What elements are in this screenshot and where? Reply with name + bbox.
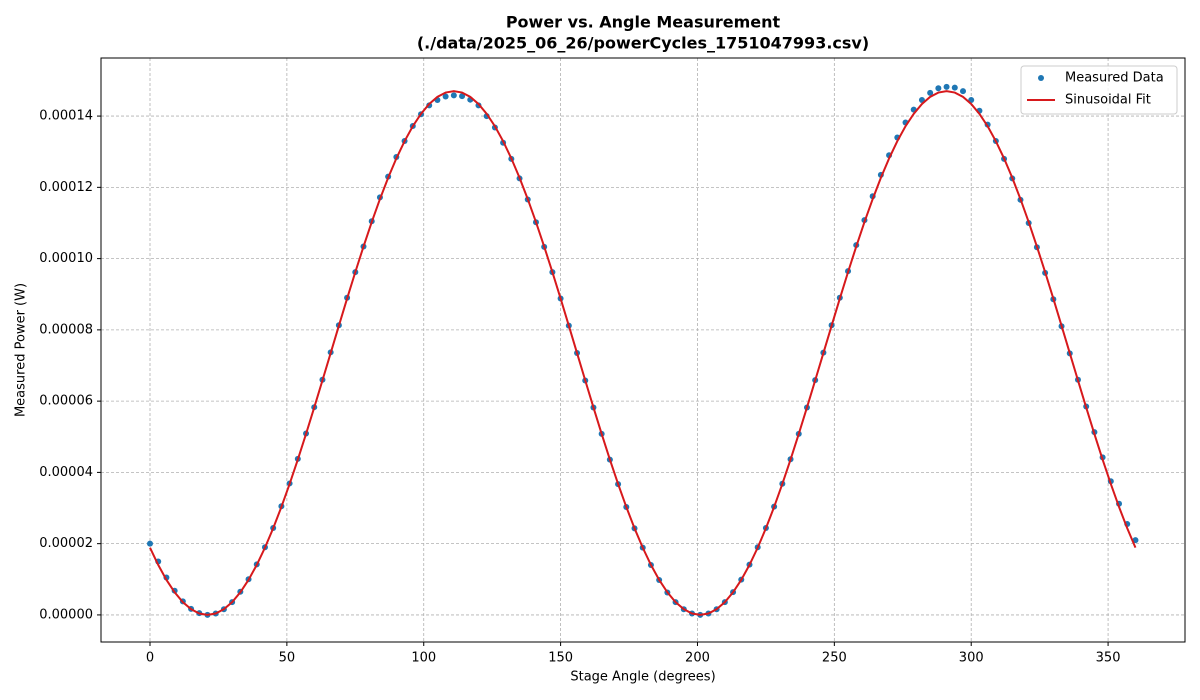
data-point — [959, 88, 966, 95]
y-tick-label: 0.00012 — [39, 180, 93, 195]
data-point — [450, 92, 457, 99]
chart-title: Power vs. Angle Measurement — [506, 13, 781, 32]
y-axis-label: Measured Power (W) — [14, 283, 29, 417]
fit-line — [149, 90, 1137, 616]
plot-frame — [100, 57, 1186, 643]
y-tick-label: 0.00006 — [39, 394, 93, 409]
data-point — [951, 84, 958, 91]
data-point — [442, 93, 449, 100]
data-point — [943, 83, 950, 90]
x-axis-label: Stage Angle (degrees) — [570, 670, 715, 685]
x-tick-label: 150 — [548, 651, 573, 666]
plot-area — [146, 83, 1139, 618]
y-tick-label: 0.00004 — [39, 465, 93, 480]
legend-label: Measured Data — [1065, 71, 1164, 86]
y-tick-label: 0.00014 — [39, 109, 93, 124]
x-tick-label: 200 — [685, 651, 710, 666]
y-tick-label: 0.00010 — [39, 251, 93, 266]
y-tick-label: 0.00000 — [39, 607, 93, 622]
chart-subtitle: (./data/2025_06_26/powerCycles_175104799… — [417, 34, 869, 53]
x-tick-label: 350 — [1096, 651, 1121, 666]
legend-label: Sinusoidal Fit — [1065, 93, 1151, 108]
x-tick-label: 0 — [146, 651, 154, 666]
data-point — [146, 540, 153, 547]
data-point — [935, 85, 942, 92]
data-point — [927, 89, 934, 96]
x-tick-label: 50 — [279, 651, 296, 666]
x-tick-label: 250 — [822, 651, 847, 666]
data-point — [459, 93, 466, 100]
legend-marker — [1038, 75, 1044, 81]
x-tick-label: 300 — [959, 651, 984, 666]
legend-box — [1020, 65, 1178, 115]
y-tick-label: 0.00002 — [39, 536, 93, 551]
y-tick-label: 0.00008 — [39, 322, 93, 337]
x-tick-label: 100 — [411, 651, 436, 666]
